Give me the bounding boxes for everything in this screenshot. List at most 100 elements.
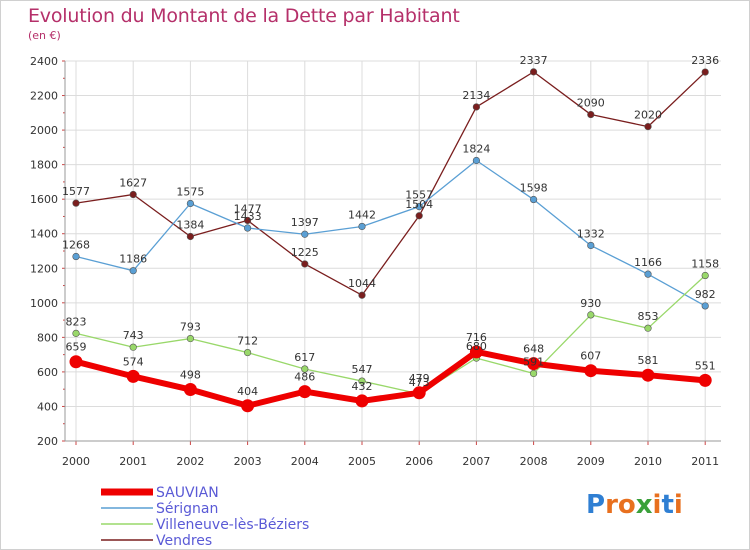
data-point-vendres (186, 232, 194, 241)
data-point-sauvian (584, 364, 598, 378)
data-point-sauvian (298, 385, 312, 399)
data-point-villeneuve-les-beziers (186, 334, 194, 343)
x-tick-label: 2006 (405, 455, 433, 468)
chart-title: Evolution du Montant de la Dette par Hab… (28, 5, 460, 27)
data-label-sauvian: 551 (695, 359, 716, 372)
data-label-vendres: 1384 (176, 218, 204, 231)
x-tick-label: 2008 (520, 455, 548, 468)
data-point-sauvian (527, 357, 541, 371)
data-point-villeneuve-les-beziers (244, 348, 252, 357)
logo-letter: t (661, 490, 674, 520)
x-tick-label: 2000 (62, 455, 90, 468)
logo-letter: i (652, 490, 662, 520)
x-tick-label: 2003 (234, 455, 262, 468)
series-vendres (72, 68, 709, 299)
logo-letter: x (635, 490, 653, 520)
x-tick-label: 2001 (119, 455, 147, 468)
data-label-serignan: 1332 (577, 227, 605, 240)
data-point-vendres (244, 216, 252, 225)
y-tick-label: 600 (37, 366, 58, 379)
y-tick-label: 1800 (30, 159, 58, 172)
data-label-serignan: 1442 (348, 208, 376, 221)
data-point-villeneuve-les-beziers (587, 311, 595, 319)
series-serignan (72, 156, 709, 310)
data-point-villeneuve-les-beziers (358, 377, 366, 385)
x-tick-label: 2010 (634, 455, 662, 468)
data-label-serignan: 1166 (634, 256, 662, 269)
data-label-vendres: 1627 (119, 177, 147, 190)
data-point-serignan (587, 241, 595, 250)
data-point-serignan (244, 224, 252, 232)
data-point-vendres (529, 68, 538, 76)
series-line-serignan (75, 159, 706, 307)
y-tick-label: 2400 (30, 55, 58, 68)
series-sauvian (69, 345, 712, 413)
data-label-sauvian: 716 (466, 331, 487, 344)
logo-letter: i (673, 490, 683, 520)
data-label-villeneuve-les-beziers: 712 (237, 335, 258, 348)
data-label-vendres: 1504 (405, 198, 433, 211)
data-point-sauvian (69, 355, 83, 369)
data-label-villeneuve-les-beziers: 680 (466, 340, 487, 353)
x-tick-label: 2009 (577, 455, 605, 468)
data-point-vendres (472, 103, 481, 111)
data-label-serignan: 982 (695, 288, 716, 301)
y-tick-label: 200 (37, 435, 58, 448)
legend: SAUVIANSérignanVilleneuve-lès-BéziersVen… (101, 485, 309, 549)
data-point-sauvian (412, 386, 426, 400)
data-label-vendres: 2090 (577, 97, 605, 110)
data-label-vendres: 2020 (634, 109, 662, 122)
data-label-serignan: 1575 (176, 186, 204, 199)
series-line-villeneuve-les-beziers (75, 275, 706, 395)
data-label-villeneuve-les-beziers: 591 (523, 355, 544, 368)
data-point-vendres (587, 110, 595, 119)
data-label-villeneuve-les-beziers: 473 (409, 376, 430, 389)
data-label-vendres: 1577 (62, 185, 90, 198)
data-label-vendres: 1044 (348, 277, 376, 290)
y-tick-label: 1600 (30, 193, 58, 206)
data-point-villeneuve-les-beziers (301, 365, 309, 373)
data-label-vendres: 1477 (234, 202, 262, 215)
data-point-serignan (358, 222, 366, 231)
data-point-villeneuve-les-beziers (644, 324, 652, 332)
data-label-sauvian: 479 (409, 372, 430, 385)
x-tick-label: 2011 (691, 455, 719, 468)
series (69, 68, 712, 413)
data-point-sauvian (126, 369, 140, 383)
plot-area (65, 61, 721, 441)
data-label-villeneuve-les-beziers: 853 (638, 310, 659, 323)
data-point-serignan (129, 267, 137, 275)
legend-label-villeneuve-les-beziers: Villeneuve-lès-Béziers (156, 517, 309, 533)
data-point-sauvian (183, 383, 197, 397)
axes: 200 400 600 800 1000 1200 1400 1600 1800 2000 2200… (30, 55, 721, 468)
data-label-serignan: 1268 (62, 239, 90, 252)
data-labels: 1577 1627 1384 1477 1225 1044 1504 2134 2337 2090… (62, 54, 719, 398)
series-villeneuve-les-beziers (72, 271, 709, 398)
data-point-sauvian (641, 368, 655, 382)
data-point-serignan (701, 302, 709, 310)
y-tick-label: 800 (37, 331, 58, 344)
data-label-vendres: 2336 (691, 54, 719, 67)
data-label-serignan: 1186 (119, 253, 147, 266)
data-label-villeneuve-les-beziers: 793 (180, 321, 201, 334)
data-label-sauvian: 659 (66, 341, 87, 354)
data-point-vendres (701, 68, 709, 76)
y-tick-label: 1000 (30, 297, 58, 310)
data-point-vendres (301, 260, 309, 268)
data-point-serignan (644, 270, 652, 278)
data-point-villeneuve-les-beziers (72, 329, 80, 337)
data-label-sauvian: 574 (123, 355, 144, 368)
data-point-vendres (415, 212, 423, 220)
data-label-sauvian: 486 (294, 371, 315, 384)
data-point-vendres (72, 199, 80, 207)
data-point-sauvian (355, 394, 369, 408)
data-point-villeneuve-les-beziers (529, 369, 538, 378)
data-point-serignan (186, 199, 194, 208)
legend-label-vendres: Vendres (156, 533, 212, 549)
legend-label-serignan: Sérignan (156, 501, 218, 517)
data-label-serignan: 1433 (234, 210, 262, 223)
data-point-sauvian (469, 345, 483, 359)
data-label-villeneuve-les-beziers: 823 (66, 315, 87, 328)
x-tick-label: 2005 (348, 455, 376, 468)
